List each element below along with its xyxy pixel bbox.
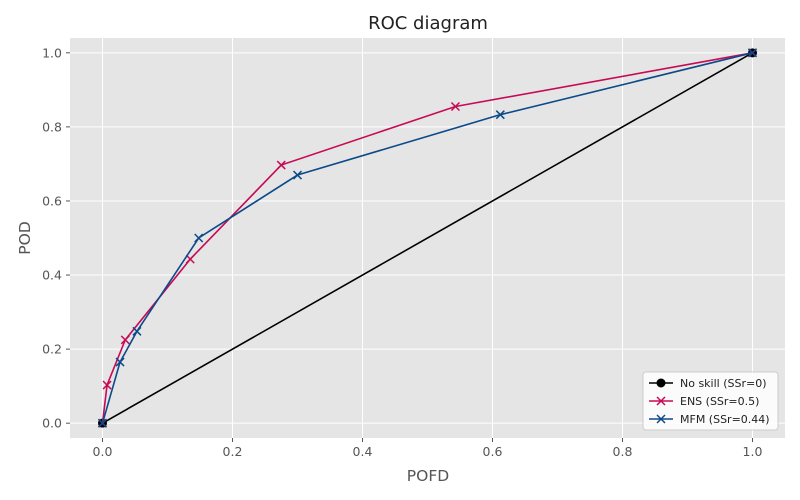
data-point	[450, 101, 460, 112]
x-tick-label: 0.0	[93, 444, 113, 459]
y-tick-label: 0.4	[42, 268, 62, 283]
data-point	[132, 326, 142, 336]
x-tick-label: 0.6	[483, 444, 503, 459]
marker-stroke	[656, 396, 666, 406]
legend-marker	[656, 414, 666, 424]
series-group	[97, 48, 758, 428]
marker-stroke	[656, 414, 666, 424]
legend-label: No skill (SSr=0)	[680, 377, 767, 390]
y-tick-label: 0.0	[42, 416, 62, 431]
data-point	[115, 357, 125, 367]
marker-stroke	[102, 380, 112, 390]
x-axis-ticks: 0.0 0.2 0.4 0.6 0.8 1.0	[93, 438, 763, 459]
data-point	[185, 254, 195, 264]
data-point	[747, 48, 758, 58]
y-tick-label: 0.6	[42, 193, 62, 208]
marker-stroke	[132, 326, 142, 336]
data-point	[97, 418, 108, 428]
legend-label: ENS (SSr=0.5)	[680, 395, 759, 408]
legend: No skill (SSr=0) ENS (SSr=0.5) MFM (SSr=0.…	[642, 371, 779, 431]
series-3	[97, 48, 758, 428]
legend-marker	[656, 396, 666, 406]
marker-stroke	[495, 110, 505, 120]
y-axis-ticks: 0.0 0.2 0.4 0.6 0.8 1.0	[42, 45, 70, 431]
x-tick-label: 0.4	[353, 444, 373, 459]
marker-stroke	[120, 335, 130, 345]
series-2	[97, 48, 758, 428]
x-tick-label: 0.2	[223, 444, 243, 459]
legend-entry: ENS (SSr=0.5)	[649, 395, 759, 408]
data-point	[102, 380, 112, 390]
data-point	[495, 110, 505, 120]
data-point	[276, 160, 286, 170]
y-axis-label: POD	[16, 221, 34, 255]
data-point	[194, 233, 204, 243]
marker-stroke	[292, 170, 303, 180]
legend-label: MFM (SSr=0.44)	[680, 413, 770, 426]
legend-entry: No skill (SSr=0)	[649, 377, 767, 390]
legend-box	[642, 371, 779, 431]
marker-stroke	[747, 48, 758, 58]
marker-stroke	[450, 101, 460, 112]
x-tick-label: 1.0	[743, 444, 763, 459]
y-tick-label: 1.0	[42, 45, 62, 60]
series-line	[102, 52, 753, 424]
legend-marker	[656, 378, 666, 388]
marker-stroke	[194, 233, 204, 243]
chart-title: ROC diagram	[368, 13, 488, 34]
x-axis-label: POFD	[407, 467, 449, 485]
x-tick-label: 0.8	[613, 444, 633, 459]
y-tick-label: 0.8	[42, 119, 62, 134]
y-tick-label: 0.2	[42, 342, 62, 357]
marker-stroke	[276, 160, 286, 170]
legend-entry: MFM (SSr=0.44)	[649, 413, 770, 426]
data-point	[292, 170, 303, 180]
marker-stroke	[97, 418, 108, 428]
marker-stroke	[185, 254, 195, 264]
data-point	[120, 335, 130, 345]
marker-stroke	[115, 357, 125, 367]
